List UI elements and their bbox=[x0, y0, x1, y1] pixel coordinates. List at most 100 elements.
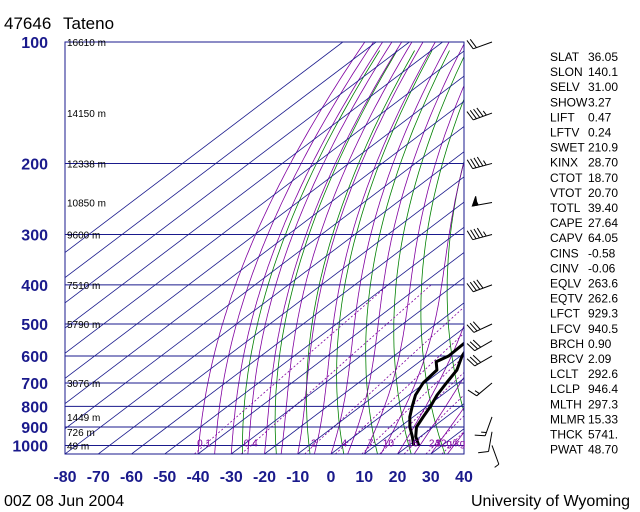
height-label: 726 m bbox=[67, 428, 95, 439]
pressure-tick-800: 800 bbox=[21, 399, 48, 416]
dry-adiabat bbox=[393, 55, 464, 454]
index-name: SLAT bbox=[550, 50, 580, 64]
mixing-ratio-label: 10 bbox=[383, 438, 395, 449]
index-name: BRCV bbox=[550, 352, 583, 366]
temperature-tick: -10 bbox=[286, 469, 309, 486]
temperature-tick: -20 bbox=[253, 469, 276, 486]
mixing-ratio-label: 0.1 bbox=[197, 438, 211, 449]
mixing-ratio-label: 32g/kg bbox=[435, 438, 465, 449]
index-name: TOTL bbox=[550, 201, 581, 215]
wind-barb bbox=[466, 156, 493, 170]
plot-frame bbox=[64, 41, 465, 455]
height-label: 10850 m bbox=[67, 199, 106, 210]
mixing-ratio-label: 0.4 bbox=[244, 438, 258, 449]
isotherm bbox=[65, 75, 464, 379]
wind-barb bbox=[466, 38, 493, 50]
index-name: LCLT bbox=[550, 367, 579, 381]
moist-adiabat bbox=[397, 324, 464, 454]
wind-barb bbox=[478, 431, 493, 454]
index-name: LCLP bbox=[550, 382, 580, 396]
sounding-series-0 bbox=[414, 350, 464, 446]
mixing-ratio-line bbox=[304, 306, 464, 454]
index-value: 31.00 bbox=[588, 80, 618, 94]
index-name: EQLV bbox=[550, 277, 581, 291]
isotherm bbox=[65, 42, 443, 329]
station-name: Tateno bbox=[63, 14, 114, 33]
dry-adiabat bbox=[631, 51, 640, 455]
index-name: SWET bbox=[550, 141, 585, 155]
pressure-tick-500: 500 bbox=[21, 317, 48, 334]
temperature-tick: -80 bbox=[53, 469, 76, 486]
height-label: 1449 m bbox=[67, 413, 100, 424]
moist-adiabat bbox=[380, 160, 464, 454]
index-value: 36.05 bbox=[588, 50, 618, 64]
index-name: LFCV bbox=[550, 322, 581, 336]
mixing-ratio-line bbox=[335, 332, 464, 454]
isotherm bbox=[297, 327, 464, 454]
index-value: 0.90 bbox=[588, 337, 612, 351]
moist-adiabat bbox=[264, 42, 403, 454]
index-name: LIFT bbox=[550, 110, 575, 124]
mixing-ratio-label: 4 bbox=[342, 438, 348, 449]
index-name: THCK bbox=[550, 428, 583, 442]
index-name: CTOT bbox=[550, 171, 583, 185]
height-label: 9600 m bbox=[67, 230, 100, 241]
index-value: 297.3 bbox=[588, 397, 618, 411]
sounding-series-1 bbox=[408, 341, 464, 446]
index-value: 15.33 bbox=[588, 412, 618, 426]
isotherm bbox=[65, 42, 344, 253]
height-labels: 16610 m 14150 m 12338 m 10850 m 9600 m 7510 m… bbox=[67, 38, 106, 452]
index-value: 140.1 bbox=[588, 65, 618, 79]
dry-adiabat bbox=[306, 50, 415, 454]
index-name: PWAT bbox=[550, 443, 584, 457]
mixing-ratio-line bbox=[361, 355, 464, 454]
index-value: 946.4 bbox=[588, 382, 618, 396]
temperature-tick: -70 bbox=[87, 469, 110, 486]
dry-adiabats bbox=[242, 50, 640, 455]
height-label: 7510 m bbox=[67, 281, 100, 292]
moist-adiabat bbox=[280, 42, 413, 454]
mixing-ratio-line bbox=[194, 284, 389, 454]
isotherm bbox=[65, 151, 464, 454]
index-name: CINV bbox=[550, 261, 579, 275]
pressure-tick-900: 900 bbox=[21, 420, 48, 437]
index-value: 292.6 bbox=[588, 367, 618, 381]
height-label: 49 m bbox=[67, 441, 89, 452]
wind-barb bbox=[471, 196, 493, 207]
index-name: SHOW bbox=[550, 95, 588, 109]
station-id: 47646 bbox=[4, 14, 51, 33]
index-value: 27.64 bbox=[588, 216, 618, 230]
pressure-tick-300: 300 bbox=[21, 227, 48, 244]
temperature-tick: -40 bbox=[186, 469, 209, 486]
isotherm bbox=[65, 42, 377, 279]
index-value: 0.47 bbox=[588, 110, 612, 124]
isotherm bbox=[131, 201, 464, 454]
isotherm bbox=[264, 302, 464, 454]
isotherm bbox=[197, 251, 464, 454]
height-label: 16610 m bbox=[67, 38, 106, 49]
index-name: MLMR bbox=[550, 412, 586, 426]
mixing-ratio-line bbox=[240, 284, 432, 454]
index-name: SELV bbox=[550, 80, 580, 94]
wind-barb bbox=[467, 382, 493, 397]
index-value: 5741. bbox=[588, 428, 618, 442]
wind-barb bbox=[491, 445, 500, 468]
temperature-tick: 40 bbox=[455, 469, 473, 486]
index-name: CAPE bbox=[550, 216, 583, 230]
height-label: 14150 m bbox=[67, 109, 106, 120]
moist-adiabat bbox=[430, 407, 464, 454]
dry-adiabat bbox=[446, 159, 464, 414]
mixing-ratio-label: 7 bbox=[368, 438, 374, 449]
moist-adiabat bbox=[363, 84, 464, 454]
mixing-ratio-lines bbox=[194, 284, 464, 454]
index-name: CAPV bbox=[550, 231, 583, 245]
moist-adiabat bbox=[230, 42, 383, 454]
index-value: 2.09 bbox=[588, 352, 612, 366]
mixing-ratio-line bbox=[441, 431, 464, 454]
isotherm bbox=[231, 277, 464, 454]
index-name: LFTV bbox=[550, 126, 579, 140]
